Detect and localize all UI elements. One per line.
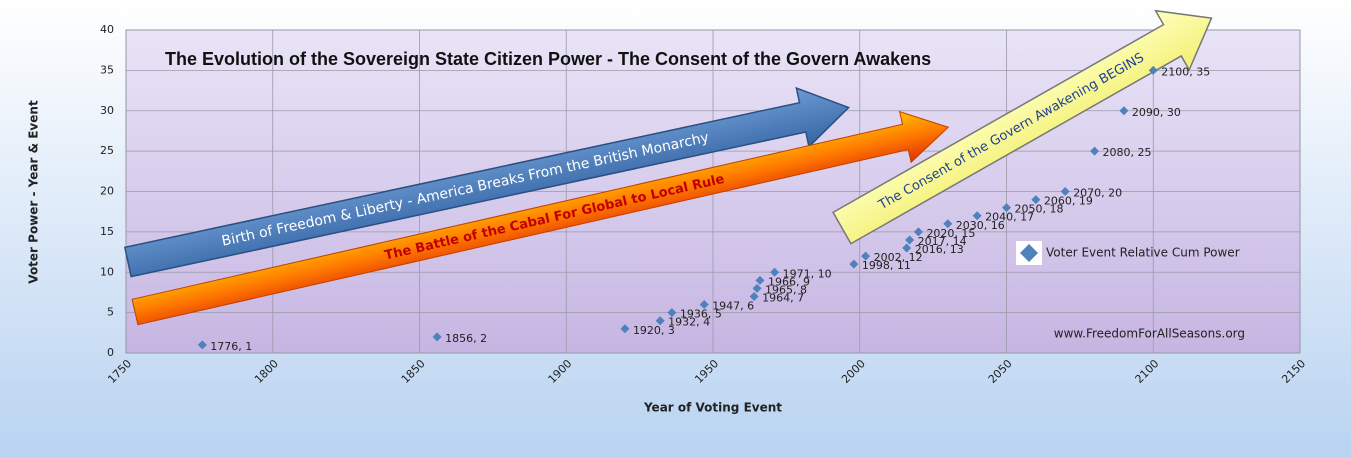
data-label: 1936, 5 (680, 308, 722, 321)
point (749, 291, 759, 301)
legend-label: Voter Event Relative Cum Power (1046, 246, 1240, 260)
chart-title: The Evolution of the Sovereign State Cit… (165, 49, 931, 69)
point (913, 227, 923, 237)
point (1060, 187, 1070, 196)
point (1031, 195, 1041, 205)
point (770, 267, 780, 277)
point (972, 211, 982, 221)
data-label: 1947, 6 (712, 300, 754, 313)
point (432, 332, 442, 342)
y-tick-label: 35 (100, 63, 114, 76)
point (1090, 146, 1100, 156)
data-label: 2040, 17 (985, 211, 1034, 224)
y-tick-label: 25 (100, 144, 114, 157)
legend-marker (1020, 244, 1038, 262)
point (655, 316, 665, 326)
point (1002, 203, 1011, 213)
y-axis-label: Voter Power - Year & Event (27, 100, 41, 284)
point (905, 235, 915, 245)
data-label: 2002, 12 (874, 251, 923, 264)
data-label: 2030, 16 (956, 219, 1005, 232)
data-label: 1964, 7 (762, 291, 804, 304)
data-label: 1920, 3 (633, 324, 675, 337)
data-label: 2100, 35 (1161, 65, 1210, 78)
data-label: 2070, 20 (1073, 187, 1122, 200)
data-label: 2017, 14 (918, 235, 967, 248)
point (752, 283, 762, 293)
data-label: 2060, 19 (1044, 195, 1093, 208)
data-label: 1776, 1 (210, 340, 252, 353)
point (620, 324, 630, 334)
y-tick-label: 0 (107, 346, 114, 359)
point (849, 259, 859, 269)
data-label: 2080, 25 (1103, 146, 1152, 159)
y-tick-label: 15 (100, 225, 114, 238)
y-tick-label: 40 (100, 23, 114, 36)
point (197, 340, 207, 350)
data-label: 1998, 11 (862, 259, 911, 272)
point (755, 275, 765, 285)
y-tick-label: 20 (100, 185, 114, 198)
data-label: 2016, 13 (915, 243, 964, 256)
point (1119, 106, 1129, 116)
data-label: 1932, 4 (668, 316, 710, 329)
point (667, 308, 677, 318)
x-axis-label: Year of Voting Event (643, 401, 782, 415)
point (943, 219, 953, 229)
data-label: 1966, 9 (768, 275, 810, 288)
annotation: www.FreedomForAllSeasons.org (1054, 327, 1245, 341)
point (861, 251, 871, 261)
y-tick-label: 10 (100, 265, 114, 278)
y-tick-label: 30 (100, 104, 114, 117)
point (699, 300, 709, 310)
data-label: 1971, 10 (783, 267, 832, 280)
data-label: 2020, 15 (926, 227, 975, 240)
data-label: 2090, 30 (1132, 106, 1181, 119)
data-label: 1965, 8 (765, 283, 807, 296)
point (902, 243, 912, 253)
point (1148, 65, 1158, 75)
y-tick-label: 5 (107, 306, 114, 319)
data-label: 1856, 2 (445, 332, 487, 345)
data-label: 2050, 18 (1015, 203, 1064, 216)
